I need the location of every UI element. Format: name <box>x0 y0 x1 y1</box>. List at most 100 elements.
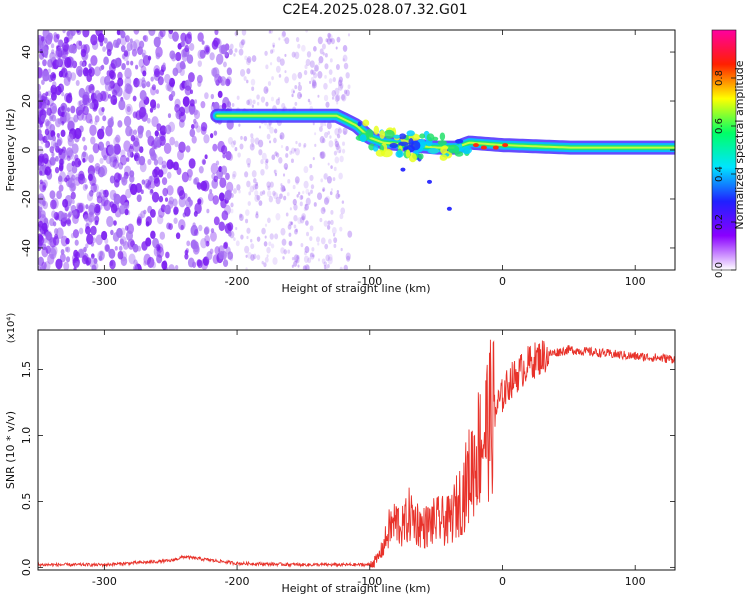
spectrogram-noise-blob <box>320 237 326 245</box>
spectrogram-noise-blob <box>62 198 69 208</box>
spectrogram-noise-blob <box>307 98 311 103</box>
spectrogram-noise-blob <box>323 264 327 270</box>
spectrogram-noise-blob <box>231 102 235 108</box>
spectrogram-noise-blob <box>324 52 328 58</box>
spectrogram-noise-blob <box>105 125 113 137</box>
spectrogram-noise-blob <box>175 62 183 74</box>
spectrogram-noise-blob <box>138 106 147 118</box>
spectrogram-noise-blob <box>324 243 329 250</box>
spectrogram-noise-blob <box>281 30 286 37</box>
spectrogram-noise-blob <box>184 253 189 260</box>
spectrogram-noise-blob <box>343 264 348 270</box>
spectrogram-noise-blob <box>328 78 333 84</box>
spectrogram-blob <box>426 133 435 142</box>
spectrogram-noise-blob <box>114 246 118 251</box>
spectrogram-blob <box>383 129 395 139</box>
spectrogram-noise-blob <box>57 39 63 48</box>
spectrogram-noise-blob <box>275 65 281 73</box>
spectrogram-noise-blob <box>169 136 175 146</box>
spectrogram-noise-blob <box>214 30 219 36</box>
spectrogram-noise-blob <box>81 61 86 68</box>
spectrogram-noise-blob <box>271 76 274 81</box>
spectrogram-noise-blob <box>219 171 223 178</box>
spectrogram-noise-blob <box>278 157 283 164</box>
spectrogram-noise-blob <box>247 98 253 106</box>
spectrogram-noise-blob <box>189 99 195 107</box>
spectrogram-noise-blob <box>234 30 239 37</box>
spectrogram-noise-blob <box>101 107 105 113</box>
spectrogram-noise-blob <box>85 243 89 249</box>
spectrogram-blob <box>455 139 464 144</box>
spectrogram-noise-blob <box>238 189 241 194</box>
spectrogram-noise-blob <box>50 72 57 82</box>
spectrogram-noise-blob <box>96 195 103 204</box>
spectrogram-noise-blob <box>303 143 307 148</box>
spectrogram-noise-blob <box>82 183 88 191</box>
spectrogram-blob <box>403 146 409 151</box>
spectrogram-noise-blob <box>56 33 60 40</box>
spectrogram-noise-blob <box>107 117 114 128</box>
spectrogram-noise-blob <box>64 112 70 122</box>
spectrogram-noise-blob <box>322 52 325 56</box>
spectrogram-noise-blob <box>295 255 301 264</box>
spectrogram-blob <box>447 144 460 154</box>
spectrogram-noise-blob <box>97 32 105 43</box>
spectrogram-noise-blob <box>159 30 166 38</box>
spectrogram-noise-blob <box>249 143 255 151</box>
spectrogram-noise-blob <box>254 137 260 145</box>
spectrogram-noise-blob <box>106 41 113 52</box>
chart-title: C2E4.2025.028.07.32.G01 <box>282 2 468 18</box>
spectrogram-noise-blob <box>133 77 140 88</box>
spectrogram-noise-blob <box>52 142 59 150</box>
spectrogram-noise-blob <box>345 89 350 97</box>
spectrogram-noise-blob <box>308 192 311 196</box>
colorbar-tick-label: 0.6 <box>714 118 725 134</box>
spectrogram-noise-blob <box>330 165 333 170</box>
spectrogram-noise-blob <box>274 172 278 177</box>
spectrogram-noise-blob <box>311 79 317 87</box>
spectrogram-hotspot <box>480 145 487 150</box>
spectrogram-noise-blob <box>264 223 268 227</box>
spectrogram-x-label: Height of straight line (km) <box>281 282 430 295</box>
spectrogram-noise-blob <box>287 249 291 254</box>
spectrogram-noise-blob <box>83 145 88 151</box>
spectrogram-noise-blob <box>133 30 140 35</box>
spectrogram-noise-blob <box>333 243 337 248</box>
spectrogram-noise-blob <box>51 105 58 115</box>
spectrogram-noise-blob <box>140 210 146 219</box>
spectrogram-noise-blob <box>38 196 42 204</box>
spectrogram-noise-blob <box>65 147 73 158</box>
spectrogram-noise-blob <box>261 227 266 235</box>
spectrogram-noise-blob <box>129 174 135 183</box>
spectrogram-noise-blob <box>288 240 293 246</box>
spectrogram-noise-blob <box>323 197 330 205</box>
spectrogram-noise-blob <box>184 206 191 217</box>
spectrogram-noise-blob <box>334 156 340 164</box>
spectrogram-noise-blob <box>321 43 326 50</box>
spectrogram-noise-blob <box>305 265 310 270</box>
spectrogram-noise-blob <box>247 163 251 168</box>
spectrogram-noise-blob <box>267 81 272 86</box>
spectrogram-noise-blob <box>159 231 166 240</box>
spectrogram-noise-blob <box>63 111 71 123</box>
spectrogram-noise-blob <box>92 237 97 244</box>
spectrogram-noise-blob <box>181 171 189 183</box>
spectrogram-noise-blob <box>157 76 164 86</box>
spectrogram-noise-blob <box>332 77 336 83</box>
spectrogram-noise-blob <box>38 83 41 91</box>
spectrogram-noise-blob <box>127 149 133 158</box>
spectrogram-noise-blob <box>250 254 255 261</box>
spectrogram-noise-blob <box>191 123 195 130</box>
spectrogram-noise-blob <box>323 94 329 102</box>
spectrogram-noise-blob <box>95 234 103 246</box>
spectrogram-noise-blob <box>180 40 185 47</box>
spectrogram-noise-blob <box>154 136 161 147</box>
spectrogram-noise-blob <box>152 153 158 161</box>
spectrogram-noise-blob <box>324 74 327 79</box>
spectrogram-noise-blob <box>119 154 128 166</box>
spectrogram-noise-blob <box>67 137 74 147</box>
spectrogram-noise-blob <box>83 177 87 184</box>
snr-frame <box>37 329 676 571</box>
spectrogram-noise-blob <box>340 94 346 101</box>
spectrogram-noise-blob <box>291 256 295 261</box>
